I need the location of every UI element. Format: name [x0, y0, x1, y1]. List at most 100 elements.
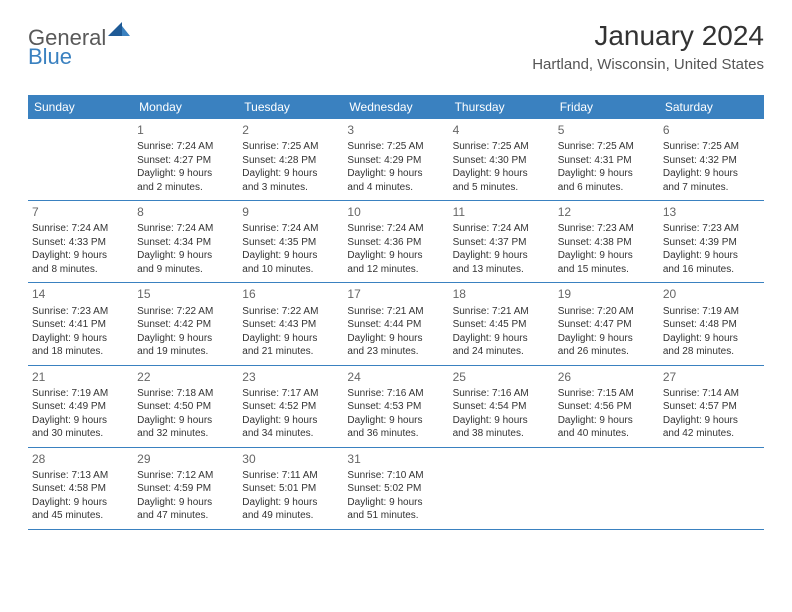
day-number: 21	[32, 369, 129, 385]
day-number: 25	[453, 369, 550, 385]
daylight-text-1: Daylight: 9 hours	[242, 167, 339, 181]
day-cell: 4Sunrise: 7:25 AMSunset: 4:30 PMDaylight…	[449, 119, 554, 200]
day-cell	[449, 448, 554, 529]
daylight-text-1: Daylight: 9 hours	[242, 332, 339, 346]
day-info: Sunrise: 7:25 AMSunset: 4:30 PMDaylight:…	[453, 140, 550, 194]
day-number: 12	[558, 204, 655, 220]
sunrise-text: Sunrise: 7:16 AM	[347, 387, 444, 401]
sunset-text: Sunset: 4:27 PM	[137, 154, 234, 168]
day-info: Sunrise: 7:22 AMSunset: 4:43 PMDaylight:…	[242, 305, 339, 359]
daylight-text-1: Daylight: 9 hours	[453, 332, 550, 346]
sunset-text: Sunset: 4:43 PM	[242, 318, 339, 332]
day-header: Thursday	[449, 95, 554, 119]
daylight-text-1: Daylight: 9 hours	[32, 332, 129, 346]
day-info: Sunrise: 7:25 AMSunset: 4:32 PMDaylight:…	[663, 140, 760, 194]
daylight-text-2: and 12 minutes.	[347, 263, 444, 277]
page-header: General January 2024 Hartland, Wisconsin…	[28, 20, 764, 73]
sunrise-text: Sunrise: 7:24 AM	[137, 222, 234, 236]
day-info: Sunrise: 7:24 AMSunset: 4:34 PMDaylight:…	[137, 222, 234, 276]
day-number: 28	[32, 451, 129, 467]
day-cell: 28Sunrise: 7:13 AMSunset: 4:58 PMDayligh…	[28, 448, 133, 529]
daylight-text-2: and 8 minutes.	[32, 263, 129, 277]
sunset-text: Sunset: 4:39 PM	[663, 236, 760, 250]
daylight-text-1: Daylight: 9 hours	[242, 496, 339, 510]
day-info: Sunrise: 7:19 AMSunset: 4:49 PMDaylight:…	[32, 387, 129, 441]
daylight-text-2: and 40 minutes.	[558, 427, 655, 441]
day-cell: 3Sunrise: 7:25 AMSunset: 4:29 PMDaylight…	[343, 119, 448, 200]
daylight-text-1: Daylight: 9 hours	[137, 249, 234, 263]
daylight-text-2: and 26 minutes.	[558, 345, 655, 359]
daylight-text-1: Daylight: 9 hours	[558, 414, 655, 428]
month-title: January 2024	[532, 20, 764, 52]
sunrise-text: Sunrise: 7:24 AM	[242, 222, 339, 236]
day-number: 9	[242, 204, 339, 220]
sunrise-text: Sunrise: 7:15 AM	[558, 387, 655, 401]
day-cell: 17Sunrise: 7:21 AMSunset: 4:44 PMDayligh…	[343, 283, 448, 364]
sunrise-text: Sunrise: 7:24 AM	[32, 222, 129, 236]
day-cell: 11Sunrise: 7:24 AMSunset: 4:37 PMDayligh…	[449, 201, 554, 282]
day-info: Sunrise: 7:21 AMSunset: 4:45 PMDaylight:…	[453, 305, 550, 359]
day-info: Sunrise: 7:16 AMSunset: 4:53 PMDaylight:…	[347, 387, 444, 441]
daylight-text-1: Daylight: 9 hours	[137, 496, 234, 510]
day-header: Wednesday	[343, 95, 448, 119]
daylight-text-2: and 4 minutes.	[347, 181, 444, 195]
sunset-text: Sunset: 5:01 PM	[242, 482, 339, 496]
sunset-text: Sunset: 4:36 PM	[347, 236, 444, 250]
daylight-text-2: and 30 minutes.	[32, 427, 129, 441]
sunset-text: Sunset: 4:50 PM	[137, 400, 234, 414]
week-row: 7Sunrise: 7:24 AMSunset: 4:33 PMDaylight…	[28, 201, 764, 283]
day-cell	[659, 448, 764, 529]
day-number: 10	[347, 204, 444, 220]
day-info: Sunrise: 7:16 AMSunset: 4:54 PMDaylight:…	[453, 387, 550, 441]
sunset-text: Sunset: 4:45 PM	[453, 318, 550, 332]
day-number: 24	[347, 369, 444, 385]
day-cell: 9 Sunrise: 7:24 AMSunset: 4:35 PMDaylight…	[238, 201, 343, 282]
daylight-text-1: Daylight: 9 hours	[242, 249, 339, 263]
day-header: Sunday	[28, 95, 133, 119]
sunset-text: Sunset: 4:58 PM	[32, 482, 129, 496]
day-info: Sunrise: 7:24 AMSunset: 4:35 PMDaylight:…	[242, 222, 339, 276]
daylight-text-2: and 28 minutes.	[663, 345, 760, 359]
daylight-text-2: and 3 minutes.	[242, 181, 339, 195]
day-info: Sunrise: 7:10 AMSunset: 5:02 PMDaylight:…	[347, 469, 444, 523]
day-cell: 18Sunrise: 7:21 AMSunset: 4:45 PMDayligh…	[449, 283, 554, 364]
daylight-text-1: Daylight: 9 hours	[32, 249, 129, 263]
sunset-text: Sunset: 4:47 PM	[558, 318, 655, 332]
sunrise-text: Sunrise: 7:13 AM	[32, 469, 129, 483]
daylight-text-1: Daylight: 9 hours	[663, 332, 760, 346]
day-info: Sunrise: 7:15 AMSunset: 4:56 PMDaylight:…	[558, 387, 655, 441]
sunrise-text: Sunrise: 7:12 AM	[137, 469, 234, 483]
daylight-text-1: Daylight: 9 hours	[558, 249, 655, 263]
logo-triangle-icon	[108, 22, 130, 41]
daylight-text-2: and 19 minutes.	[137, 345, 234, 359]
day-number: 3	[347, 122, 444, 138]
sunrise-text: Sunrise: 7:22 AM	[242, 305, 339, 319]
day-cell: 19Sunrise: 7:20 AMSunset: 4:47 PMDayligh…	[554, 283, 659, 364]
sunrise-text: Sunrise: 7:14 AM	[663, 387, 760, 401]
daylight-text-1: Daylight: 9 hours	[242, 414, 339, 428]
day-number: 2	[242, 122, 339, 138]
daylight-text-1: Daylight: 9 hours	[137, 414, 234, 428]
daylight-text-1: Daylight: 9 hours	[137, 167, 234, 181]
day-cell: 30Sunrise: 7:11 AMSunset: 5:01 PMDayligh…	[238, 448, 343, 529]
day-cell: 1Sunrise: 7:24 AMSunset: 4:27 PMDaylight…	[133, 119, 238, 200]
day-cell: 6Sunrise: 7:25 AMSunset: 4:32 PMDaylight…	[659, 119, 764, 200]
daylight-text-2: and 32 minutes.	[137, 427, 234, 441]
day-headers-row: SundayMondayTuesdayWednesdayThursdayFrid…	[28, 95, 764, 119]
day-cell: 14Sunrise: 7:23 AMSunset: 4:41 PMDayligh…	[28, 283, 133, 364]
day-cell: 13Sunrise: 7:23 AMSunset: 4:39 PMDayligh…	[659, 201, 764, 282]
sunset-text: Sunset: 4:48 PM	[663, 318, 760, 332]
sunrise-text: Sunrise: 7:10 AM	[347, 469, 444, 483]
daylight-text-2: and 42 minutes.	[663, 427, 760, 441]
day-cell: 23Sunrise: 7:17 AMSunset: 4:52 PMDayligh…	[238, 366, 343, 447]
daylight-text-1: Daylight: 9 hours	[453, 414, 550, 428]
sunset-text: Sunset: 4:33 PM	[32, 236, 129, 250]
day-cell: 8Sunrise: 7:24 AMSunset: 4:34 PMDaylight…	[133, 201, 238, 282]
daylight-text-2: and 6 minutes.	[558, 181, 655, 195]
day-cell: 31Sunrise: 7:10 AMSunset: 5:02 PMDayligh…	[343, 448, 448, 529]
day-cell: 15Sunrise: 7:22 AMSunset: 4:42 PMDayligh…	[133, 283, 238, 364]
daylight-text-2: and 47 minutes.	[137, 509, 234, 523]
sunset-text: Sunset: 4:53 PM	[347, 400, 444, 414]
sunrise-text: Sunrise: 7:19 AM	[663, 305, 760, 319]
daylight-text-2: and 51 minutes.	[347, 509, 444, 523]
